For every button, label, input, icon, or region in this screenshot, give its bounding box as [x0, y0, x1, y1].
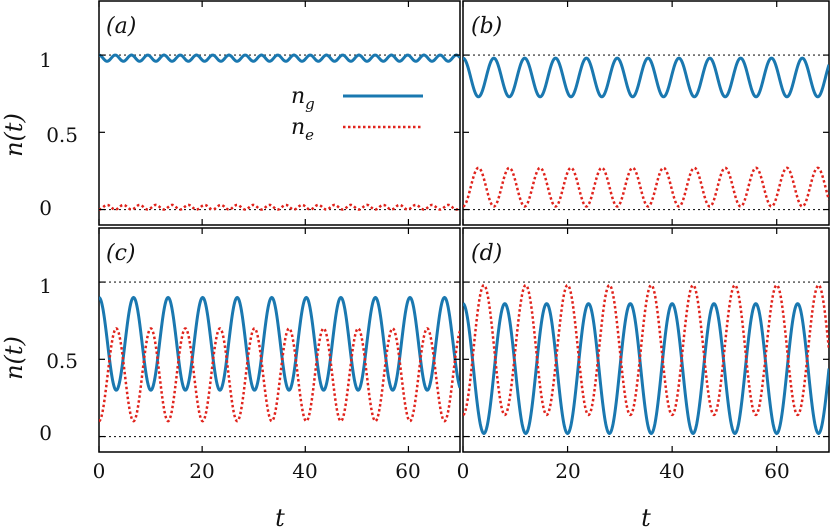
x-tick-label-left-60: 60: [395, 459, 420, 483]
y-tick-label-top-0: 0: [39, 196, 52, 220]
panel-d-frame: [462, 227, 830, 453]
panel-c-frame: [98, 227, 461, 453]
y-tick-label-top-0.5: 0.5: [46, 123, 78, 147]
panel-c-series-ne: [99, 327, 460, 423]
y-tick-label-bottom-0.5: 0.5: [46, 349, 78, 373]
x-tick-label-right-0: 0: [457, 459, 470, 483]
legend-label-ng: ng: [291, 84, 315, 113]
x-tick-label-left-0: 0: [93, 459, 106, 483]
tick-layer: [98, 1, 829, 452]
panel-a-series-ng: [99, 53, 460, 63]
y-tick-label-top-1: 1: [39, 48, 52, 72]
panel-label-c: (c): [106, 241, 136, 266]
x-tick-label-left-40: 40: [292, 459, 317, 483]
x-axis-label-right: t: [641, 504, 651, 531]
panel-b-series-ng: [463, 56, 829, 99]
y-axis-label-top: n(t): [0, 113, 28, 157]
panel-b-frame: [462, 0, 830, 226]
x-tick-label-right-20: 20: [555, 459, 580, 483]
panel-label-a: (a): [106, 14, 136, 39]
x-axis-label-left: t: [275, 504, 285, 531]
plot-layer: [99, 53, 829, 438]
x-tick-label-left-20: 20: [189, 459, 214, 483]
panel-d-series-ng: [463, 302, 829, 436]
panel-c-series-ng: [99, 295, 460, 392]
x-tick-label-right-40: 40: [659, 459, 684, 483]
panel-a-series-ne: [99, 203, 460, 211]
panel-a-frame: [98, 0, 461, 226]
y-tick-label-bottom-0: 0: [39, 421, 52, 445]
y-tick-label-bottom-1: 1: [39, 274, 52, 298]
x-tick-label-right-60: 60: [764, 459, 789, 483]
panel-label-d: (d): [471, 241, 502, 266]
panel-b-series-ne: [463, 166, 829, 208]
y-axis-label-bottom: n(t): [0, 336, 28, 380]
panel-label-b: (b): [471, 14, 502, 39]
legend-label-ne: ne: [291, 115, 314, 144]
legend: ng ne: [291, 84, 423, 144]
